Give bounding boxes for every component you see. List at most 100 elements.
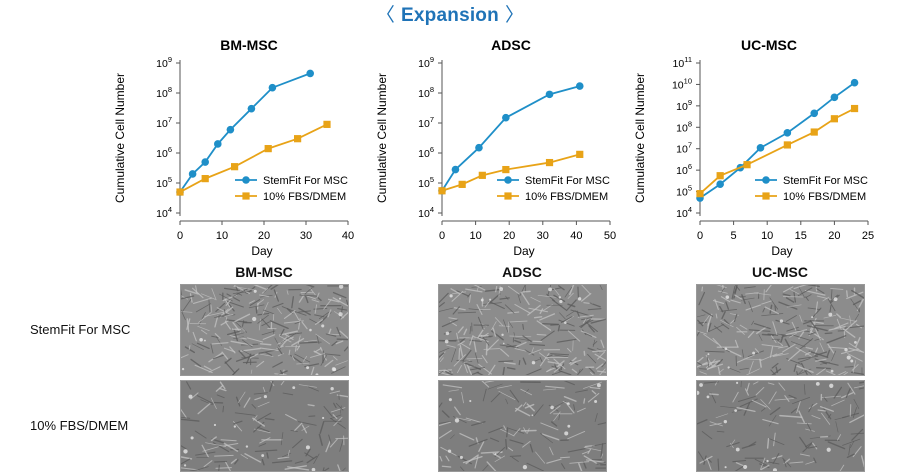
image-title-bm-msc: BM-MSC	[235, 264, 293, 280]
data-point	[323, 120, 331, 128]
y-tick-label: 1010	[672, 76, 692, 91]
chart-bm-msc: BM-MSC 104 105 106 107 108 109 0 10 20 30 40 Day Cumu…	[113, 37, 354, 258]
x-tick-label: 25	[862, 230, 874, 242]
series-line	[699, 82, 856, 199]
x-tick-label: 0	[177, 230, 183, 242]
micrograph-bm-msc-fbs	[180, 380, 349, 472]
data-point	[830, 115, 838, 123]
data-point	[810, 109, 819, 118]
data-point	[226, 125, 235, 134]
x-tick-label: 20	[258, 230, 270, 242]
y-tick-label: 109	[676, 98, 692, 113]
row-label-fbs: 10% FBS/DMEM	[30, 418, 129, 433]
image-title-uc-msc: UC-MSC	[752, 264, 808, 280]
y-tick-label: 106	[676, 162, 692, 177]
y-tick-label: 105	[156, 175, 172, 190]
data-point	[176, 188, 184, 196]
x-tick-label: 10	[469, 230, 481, 242]
data-point	[696, 190, 704, 198]
x-tick-label: 50	[604, 230, 616, 242]
legend-marker	[242, 176, 250, 184]
data-point	[458, 180, 466, 188]
data-point	[201, 158, 209, 166]
legend-label: StemFit For MSC	[525, 175, 610, 187]
data-point	[188, 170, 197, 178]
data-point	[294, 135, 302, 143]
data-point	[478, 171, 486, 179]
x-tick-label: 40	[342, 230, 354, 242]
y-axis-label: Cumulative Cell Number	[113, 73, 127, 203]
legend-marker	[504, 192, 512, 200]
x-tick-label: 20	[503, 230, 515, 242]
data-point	[231, 163, 239, 171]
y-tick-label: 104	[676, 205, 692, 220]
data-point	[783, 141, 791, 149]
data-point	[830, 93, 839, 102]
micrograph-adsc-fbs	[438, 380, 607, 472]
data-point	[438, 187, 446, 195]
data-point	[743, 161, 751, 169]
x-tick-label: 15	[795, 230, 807, 242]
data-point	[576, 150, 584, 158]
data-point	[214, 140, 222, 148]
y-tick-label: 104	[418, 205, 434, 220]
x-tick-label: 5	[731, 230, 737, 242]
section-heading: 〈 Expansion 〉	[0, 0, 900, 27]
data-point	[451, 165, 460, 174]
y-tick-label: 107	[418, 115, 434, 130]
legend-label: StemFit For MSC	[263, 175, 348, 187]
x-tick-label: 10	[761, 230, 773, 242]
data-point	[756, 144, 765, 152]
heading-title: Expansion	[401, 5, 499, 26]
row-label-stemfit: StemFit For MSC	[30, 322, 131, 337]
data-point	[850, 104, 859, 113]
y-tick-label: 109	[418, 55, 434, 70]
data-point	[306, 69, 314, 78]
y-tick-label: 104	[156, 205, 172, 220]
heading-open-bracket: 〈	[375, 5, 396, 26]
data-point	[810, 128, 818, 136]
data-point	[575, 82, 584, 90]
data-point	[716, 172, 724, 180]
y-tick-label: 107	[156, 115, 172, 130]
legend-label: StemFit For MSC	[783, 175, 868, 187]
legend-marker	[762, 176, 770, 184]
x-tick-label: 0	[697, 230, 703, 242]
y-tick-label: 108	[156, 85, 172, 100]
legend-label: 10% FBS/DMEM	[263, 191, 346, 203]
micrograph-uc-msc-stemfit	[696, 284, 865, 376]
y-tick-label: 108	[676, 119, 692, 134]
y-tick-label: 105	[418, 175, 434, 190]
x-tick-label: 40	[570, 230, 582, 242]
y-axis-label: Cumulative Cell Number	[375, 73, 389, 203]
chart-title: ADSC	[491, 37, 531, 53]
y-tick-label: 108	[418, 85, 434, 100]
legend-marker	[504, 176, 512, 184]
x-tick-label: 30	[537, 230, 549, 242]
legend-label: 10% FBS/DMEM	[525, 191, 608, 203]
chart-uc-msc: UC-MSC 104 105 106 107 108 109 1010 1011 0 5 10 15 20…	[633, 37, 874, 258]
micrograph-bm-msc-stemfit	[180, 284, 349, 376]
y-tick-label: 106	[418, 145, 434, 160]
micrograph-adsc-stemfit	[438, 284, 607, 376]
legend-marker	[762, 192, 770, 200]
y-tick-label: 107	[676, 141, 692, 156]
y-tick-label: 106	[156, 145, 172, 160]
x-tick-label: 30	[300, 230, 312, 242]
series-line	[179, 123, 328, 193]
x-tick-label: 10	[216, 230, 228, 242]
heading-close-bracket: 〉	[504, 5, 525, 26]
x-tick-label: 0	[439, 230, 445, 242]
data-point	[264, 145, 272, 153]
legend-marker	[242, 192, 250, 200]
data-point	[268, 83, 277, 92]
data-point	[502, 113, 510, 122]
data-point	[850, 78, 859, 87]
image-title-adsc: ADSC	[502, 264, 542, 280]
chart-adsc: ADSC 104 105 106 107 108 109 0 10 20 30 40 50 Day Cumu…	[375, 37, 616, 258]
data-point	[475, 143, 483, 152]
x-axis-label: Day	[771, 244, 792, 258]
y-tick-label: 109	[156, 55, 172, 70]
micrograph-uc-msc-fbs	[696, 380, 865, 472]
legend-label: 10% FBS/DMEM	[783, 191, 866, 203]
